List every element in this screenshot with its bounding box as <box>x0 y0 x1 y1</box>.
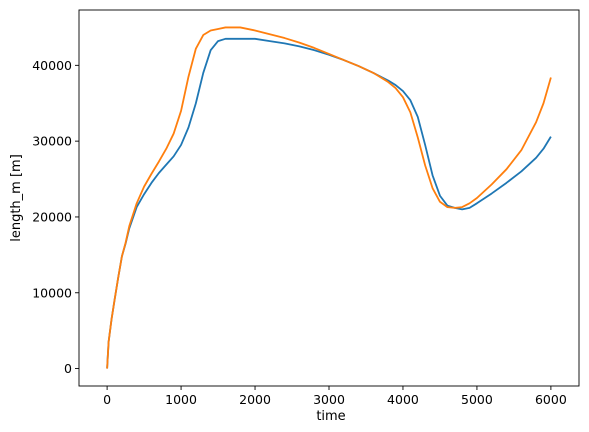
series-line-1 <box>106 37 552 369</box>
x-tick-label: 3000 <box>313 392 345 407</box>
x-axis-ticks: 0 1000 2000 3000 4000 5000 6000 <box>103 386 567 407</box>
series-layer <box>106 26 552 369</box>
y-tick-label: 10000 <box>32 285 72 300</box>
x-tick-label: 1000 <box>165 392 197 407</box>
x-tick-label: 4000 <box>387 392 419 407</box>
x-tick-label: 5000 <box>461 392 493 407</box>
y-tick-label: 20000 <box>32 209 72 224</box>
y-tick-label: 40000 <box>32 58 72 73</box>
series-line-2 <box>106 26 552 369</box>
y-tick-label: 0 <box>64 361 72 376</box>
x-tick-label: 6000 <box>535 392 567 407</box>
y-tick-label: 30000 <box>32 134 72 149</box>
x-tick-label: 2000 <box>239 392 271 407</box>
x-tick-label: 0 <box>103 392 111 407</box>
y-axis-ticks: 0 10000 20000 30000 40000 <box>32 58 79 376</box>
x-axis-label: time <box>316 409 345 424</box>
y-axis-label: length_m [m] <box>9 154 24 242</box>
plot-background <box>79 10 579 386</box>
